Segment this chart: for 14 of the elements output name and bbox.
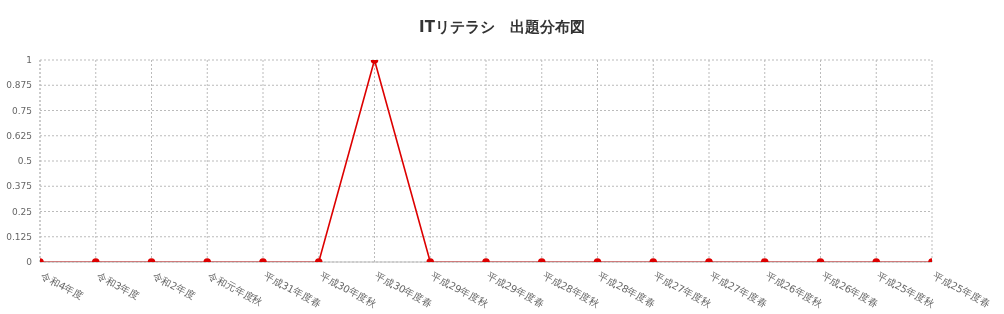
y-tick-label: 0.25 (11, 206, 32, 217)
y-tick-label: 0.5 (17, 156, 32, 167)
y-tick-label: 0.125 (6, 231, 32, 242)
y-tick-label: 0.625 (6, 130, 32, 141)
y-tick-label: 0.75 (11, 105, 32, 116)
y-tick-label: 0.875 (6, 80, 32, 91)
y-tick-label: 0.375 (6, 181, 32, 192)
chart-title: ITリテラシ 出題分布図 (418, 18, 586, 37)
x-tick-label: 令和3年度 (94, 270, 141, 302)
y-tick-label: 1 (26, 55, 32, 66)
y-tick-label: 0 (26, 257, 33, 268)
x-tick-label: 令和元年度秋 (206, 270, 265, 308)
x-tick-label: 令和4年度 (39, 270, 86, 302)
x-tick-label: 令和2年度 (150, 270, 197, 302)
